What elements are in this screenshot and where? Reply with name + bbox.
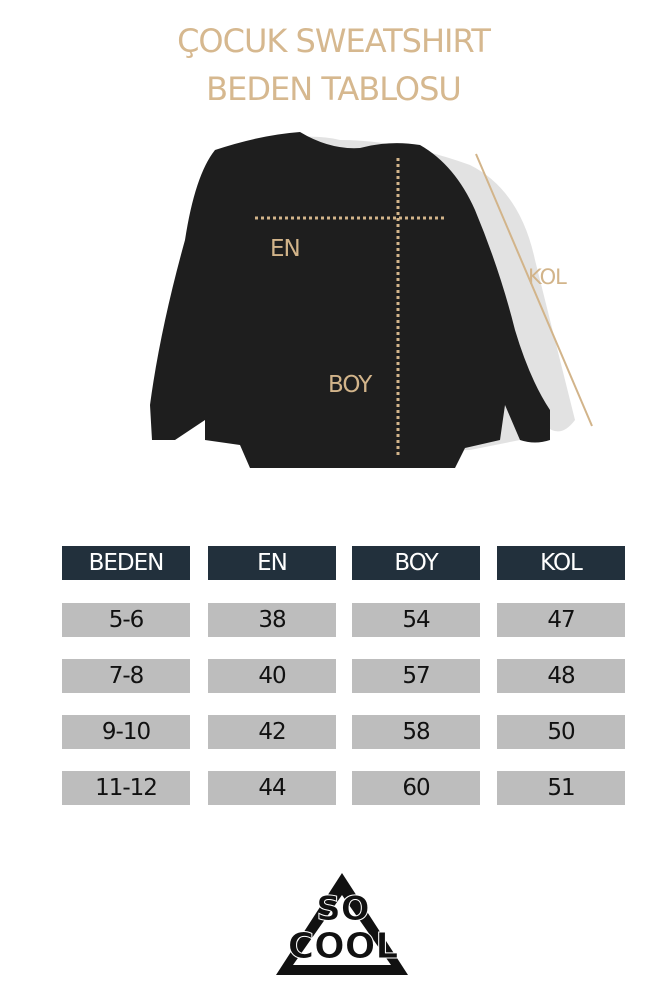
cell-en: 42 — [208, 715, 336, 749]
cell-beden: 11-12 — [62, 771, 190, 805]
cell-kol: 51 — [497, 771, 625, 805]
svg-text:SO: SO — [316, 889, 369, 929]
cell-en: 44 — [208, 771, 336, 805]
cell-en: 40 — [208, 659, 336, 693]
cell-kol: 50 — [497, 715, 625, 749]
kol-measure-line — [475, 153, 593, 427]
cell-kol: 47 — [497, 603, 625, 637]
cell-boy: 58 — [352, 715, 480, 749]
kol-label: KOL — [528, 265, 567, 289]
boy-label: BOY — [328, 372, 372, 398]
header-en: EN — [208, 546, 336, 580]
cell-boy: 54 — [352, 603, 480, 637]
title-line-1: ÇOCUK SWEATSHIRT — [177, 22, 491, 60]
sweatshirt-body — [150, 132, 550, 468]
cell-beden: 7-8 — [62, 659, 190, 693]
svg-text:COOL: COOL — [288, 926, 399, 967]
cell-boy: 60 — [352, 771, 480, 805]
cell-beden: 9-10 — [62, 715, 190, 749]
en-label: EN — [270, 236, 301, 262]
cell-beden: 5-6 — [62, 603, 190, 637]
so-cool-logo: SO COOL — [276, 873, 408, 975]
cell-en: 38 — [208, 603, 336, 637]
cell-kol: 48 — [497, 659, 625, 693]
title-line-2: BEDEN TABLOSU — [206, 70, 462, 108]
cell-boy: 57 — [352, 659, 480, 693]
header-boy: BOY — [352, 546, 480, 580]
header-kol: KOL — [497, 546, 625, 580]
header-beden: BEDEN — [62, 546, 190, 580]
